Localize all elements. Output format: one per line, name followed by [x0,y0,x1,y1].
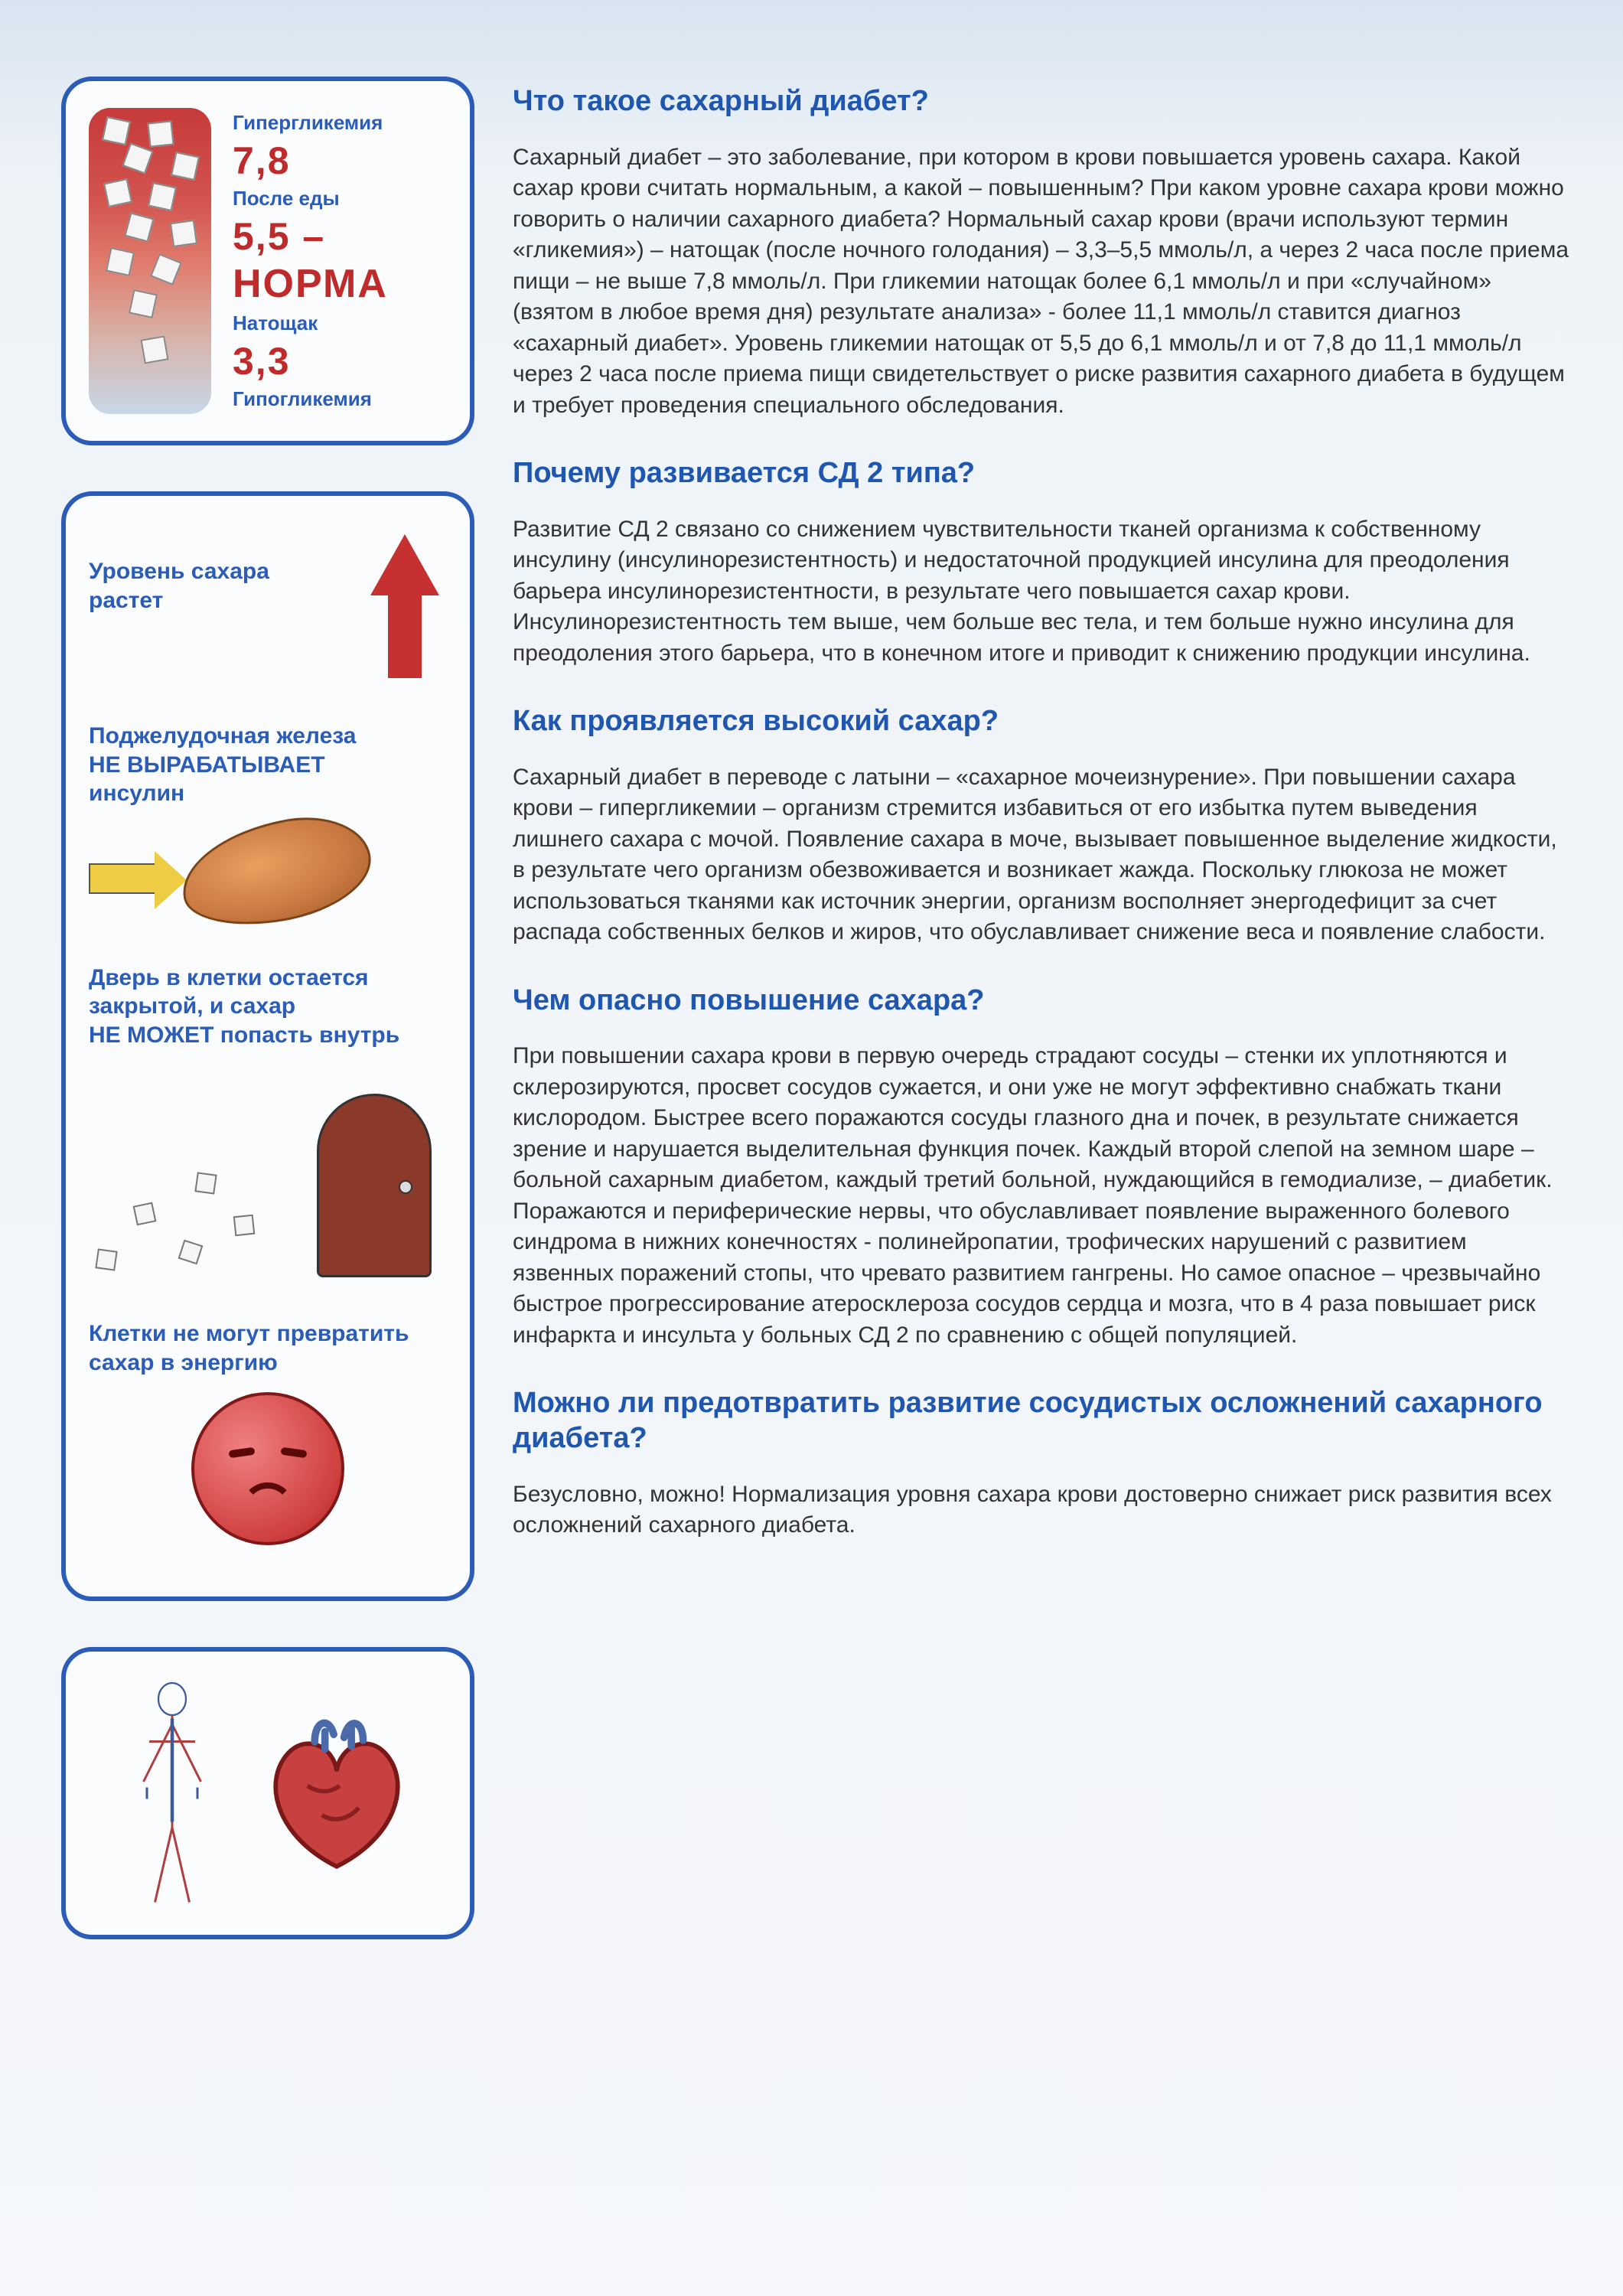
step3-text: Дверь в клетки остается закрытой, и саха… [89,964,447,1050]
human-body-icon [111,1678,233,1908]
hypoglycemia-label: Гипогликемия [233,387,388,411]
heading-high-sugar: Как проявляется высокий сахар? [513,704,1569,739]
main-content: Что такое сахарный диабет? Сахарный диаб… [513,77,1569,2204]
heart-icon [249,1705,425,1881]
pancreas-icon [174,806,380,937]
process-step-2: Поджелудочная железа НЕ ВЫРАБАТЫВАЕТ инс… [89,722,447,921]
glycemia-meter-icon [89,108,211,414]
step4-text: Клетки не могут превратить сахар в энерг… [89,1319,447,1377]
process-step-4: Клетки не могут превратить сахар в энерг… [89,1319,447,1545]
sad-cell-icon [191,1392,344,1545]
heading-prevent: Можно ли предотвратить развитие сосудист… [513,1386,1569,1456]
after-meal-value: 5,5 – [233,217,388,257]
para-prevent: Безусловно, можно! Нормализация уровня с… [513,1479,1569,1541]
step2-line-b: НЕ ВЫРАБАТЫВАЕТ [89,752,325,778]
heading-why-type2: Почему развивается СД 2 типа? [513,456,1569,491]
page-root: Гипергликемия 7,8 После еды 5,5 – НОРМА … [0,0,1623,2296]
para-what-is: Сахарный диабет – это заболевание, при к… [513,142,1569,422]
step3-line-a: Дверь в клетки остается закрытой, и саха… [89,965,369,1019]
heading-what-is: Что такое сахарный диабет? [513,84,1569,119]
meter-labels: Гипергликемия 7,8 После еды 5,5 – НОРМА … [233,108,388,414]
step3-line-b: НЕ МОЖЕТ попасть внутрь [89,1022,399,1048]
heading-danger: Чем опасно повышение сахара? [513,983,1569,1019]
fasting-label: Натощак [233,311,388,335]
closed-door-icon [317,1094,432,1277]
fasting-value: 3,3 [233,341,388,382]
body-heart-card [61,1647,474,1939]
hyperglycemia-label: Гипергликемия [233,111,388,135]
after-meal-label: После еды [233,187,388,210]
sidebar: Гипергликемия 7,8 После еды 5,5 – НОРМА … [61,77,474,2204]
para-danger: При повышении сахара крови в первую очер… [513,1041,1569,1351]
step2-line-c: инсулин [89,781,184,806]
step2-line-a: Поджелудочная железа [89,723,356,748]
arrow-right-icon [89,863,158,894]
para-why-type2: Развитие СД 2 связано со снижением чувст… [513,514,1569,670]
process-step-1: Уровень сахара растет [89,527,447,680]
process-step-3: Дверь в клетки остается закрытой, и саха… [89,964,447,1278]
glycemia-meter-card: Гипергликемия 7,8 После еды 5,5 – НОРМА … [61,77,474,445]
hyper-value: 7,8 [233,141,388,181]
para-high-sugar: Сахарный диабет в переводе с латыни – «с… [513,762,1569,948]
arrow-up-icon [363,527,447,680]
norm-label: НОРМА [233,263,388,305]
step1-text: Уровень сахара растет [89,527,347,615]
process-card: Уровень сахара растет Поджелудочная желе… [61,491,474,1601]
step2-text: Поджелудочная железа НЕ ВЫРАБАТЫВАЕТ инс… [89,722,447,808]
